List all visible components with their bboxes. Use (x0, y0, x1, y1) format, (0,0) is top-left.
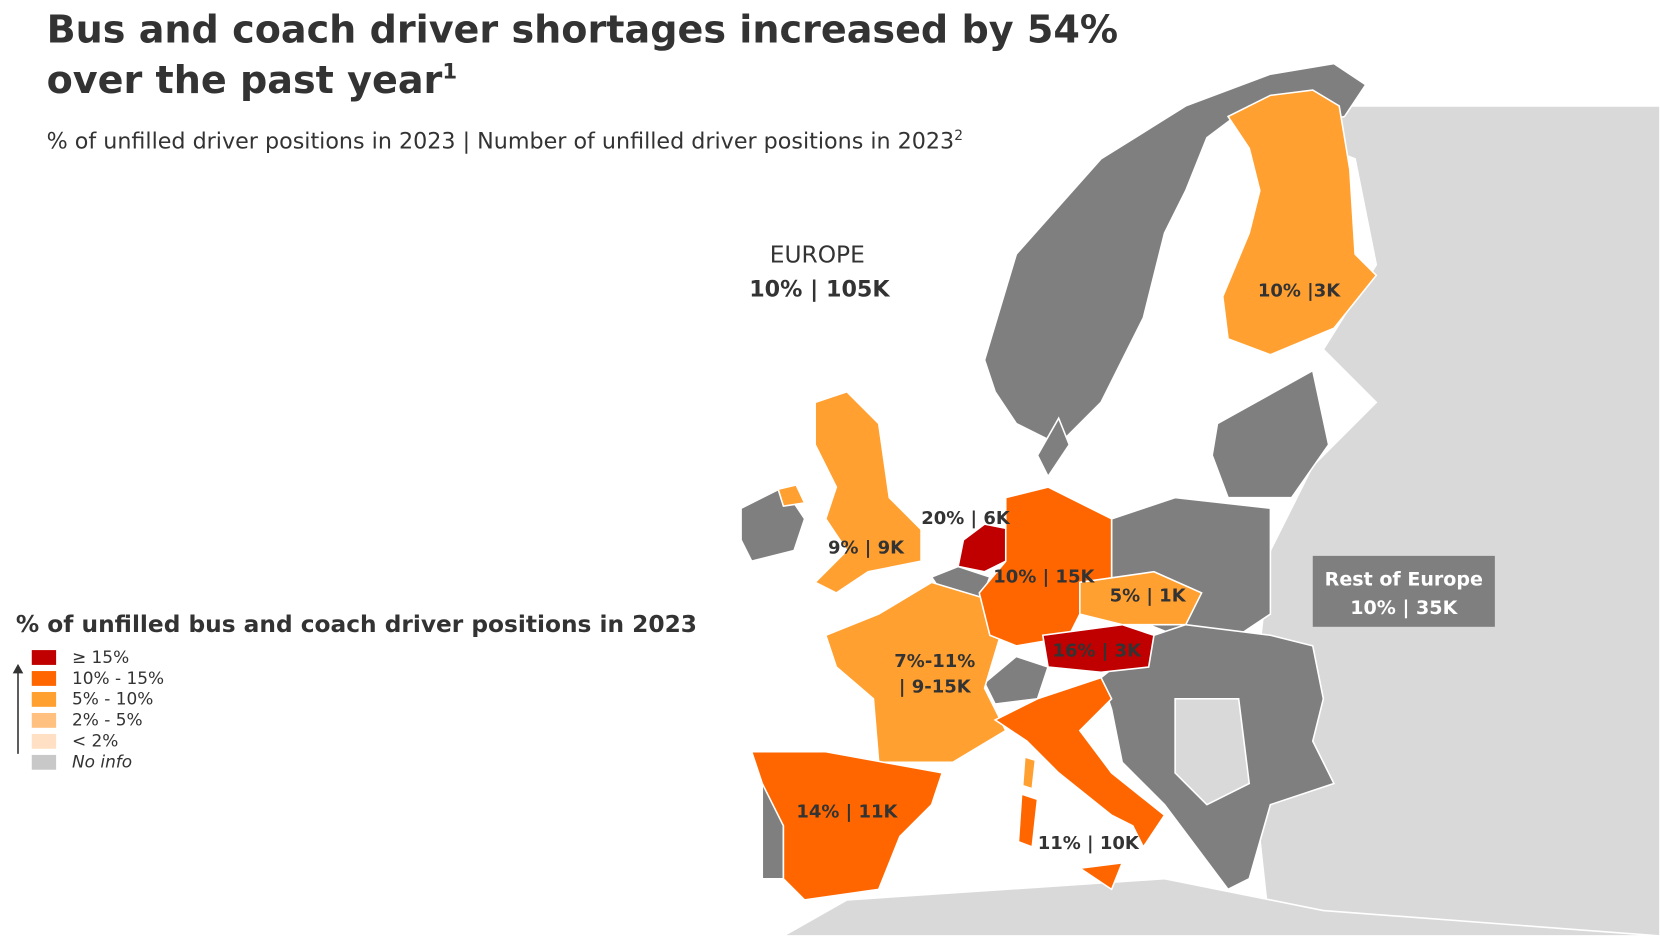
title-line: over the past year (47, 58, 443, 102)
legend-swatch (31, 733, 57, 749)
country-shape (813, 390, 922, 594)
country-shape (1079, 570, 1203, 626)
country-shape (1041, 623, 1155, 674)
region-labels: 10% |3K 9% | 9K 20% | 6K 10% | 15K 5% | 1K 16… (796, 280, 1341, 854)
region-label: 9% | 9K (828, 538, 905, 559)
country-shape (1021, 755, 1037, 790)
region-label: 16% | 3K (1052, 640, 1142, 661)
country-shape (983, 655, 1050, 705)
europe-name: EUROPE (770, 242, 865, 269)
legend-swatch (31, 712, 57, 728)
legend: ≥ 15%10% - 15%5% - 10%2% - 5%< 2%No info (31, 647, 164, 772)
subtitle: % of unfilled driver positions in 2023 |… (47, 128, 963, 154)
europe-value: 10% | 105K (749, 276, 890, 302)
country-shape (1017, 792, 1039, 849)
country-shape (1077, 861, 1124, 891)
title: Bus and coach driver shortages increased… (47, 7, 1119, 51)
title: over the past year1 (47, 58, 458, 102)
region-label: | 9-15K (899, 676, 972, 697)
region-label: 14% | 11K (796, 801, 898, 822)
land-background (781, 877, 1660, 936)
country-shape (824, 581, 1007, 764)
legend-label: No info (72, 752, 132, 772)
country-shape (777, 484, 806, 507)
legend-label: ≥ 15% (72, 647, 129, 667)
country-shape (1211, 369, 1330, 499)
region-label: 7%-11% (894, 651, 975, 672)
country-shape (1036, 416, 1071, 479)
footnote-marker: 1 (442, 58, 457, 83)
region-label: 11% | 10K (1038, 833, 1140, 854)
legend-swatch (31, 754, 57, 770)
legend-label: 10% - 15% (72, 668, 164, 688)
legend-arrow-head (12, 663, 24, 674)
legend-label: < 2% (72, 731, 118, 751)
country-shape (1174, 697, 1251, 806)
legend-label: 5% - 10% (72, 689, 153, 709)
rest-box (1312, 555, 1495, 627)
land-background (1217, 105, 1660, 936)
footnote-marker: 2 (954, 128, 963, 144)
region-label: 20% | 6K (921, 508, 1011, 529)
region-label: 5% | 1K (1110, 585, 1187, 606)
legend-swatch (31, 692, 57, 707)
legend-swatch (31, 671, 57, 686)
legend-title: % of unfilled bus and coach driver posit… (16, 611, 697, 638)
map (740, 62, 1660, 936)
legend-label: 2% - 5% (72, 710, 143, 730)
subtitle-text: % of unfilled driver positions in 2023 |… (47, 128, 955, 154)
country-shape (750, 750, 944, 901)
rest-value: 10% | 35K (1350, 597, 1458, 619)
legend-swatch (31, 650, 57, 665)
region-label: 10% |3K (1258, 280, 1341, 301)
rest-name: Rest of Europe (1325, 569, 1483, 591)
country-shape (993, 676, 1166, 849)
country-shape (1221, 89, 1378, 356)
region-label: 10% | 15K (993, 566, 1095, 587)
